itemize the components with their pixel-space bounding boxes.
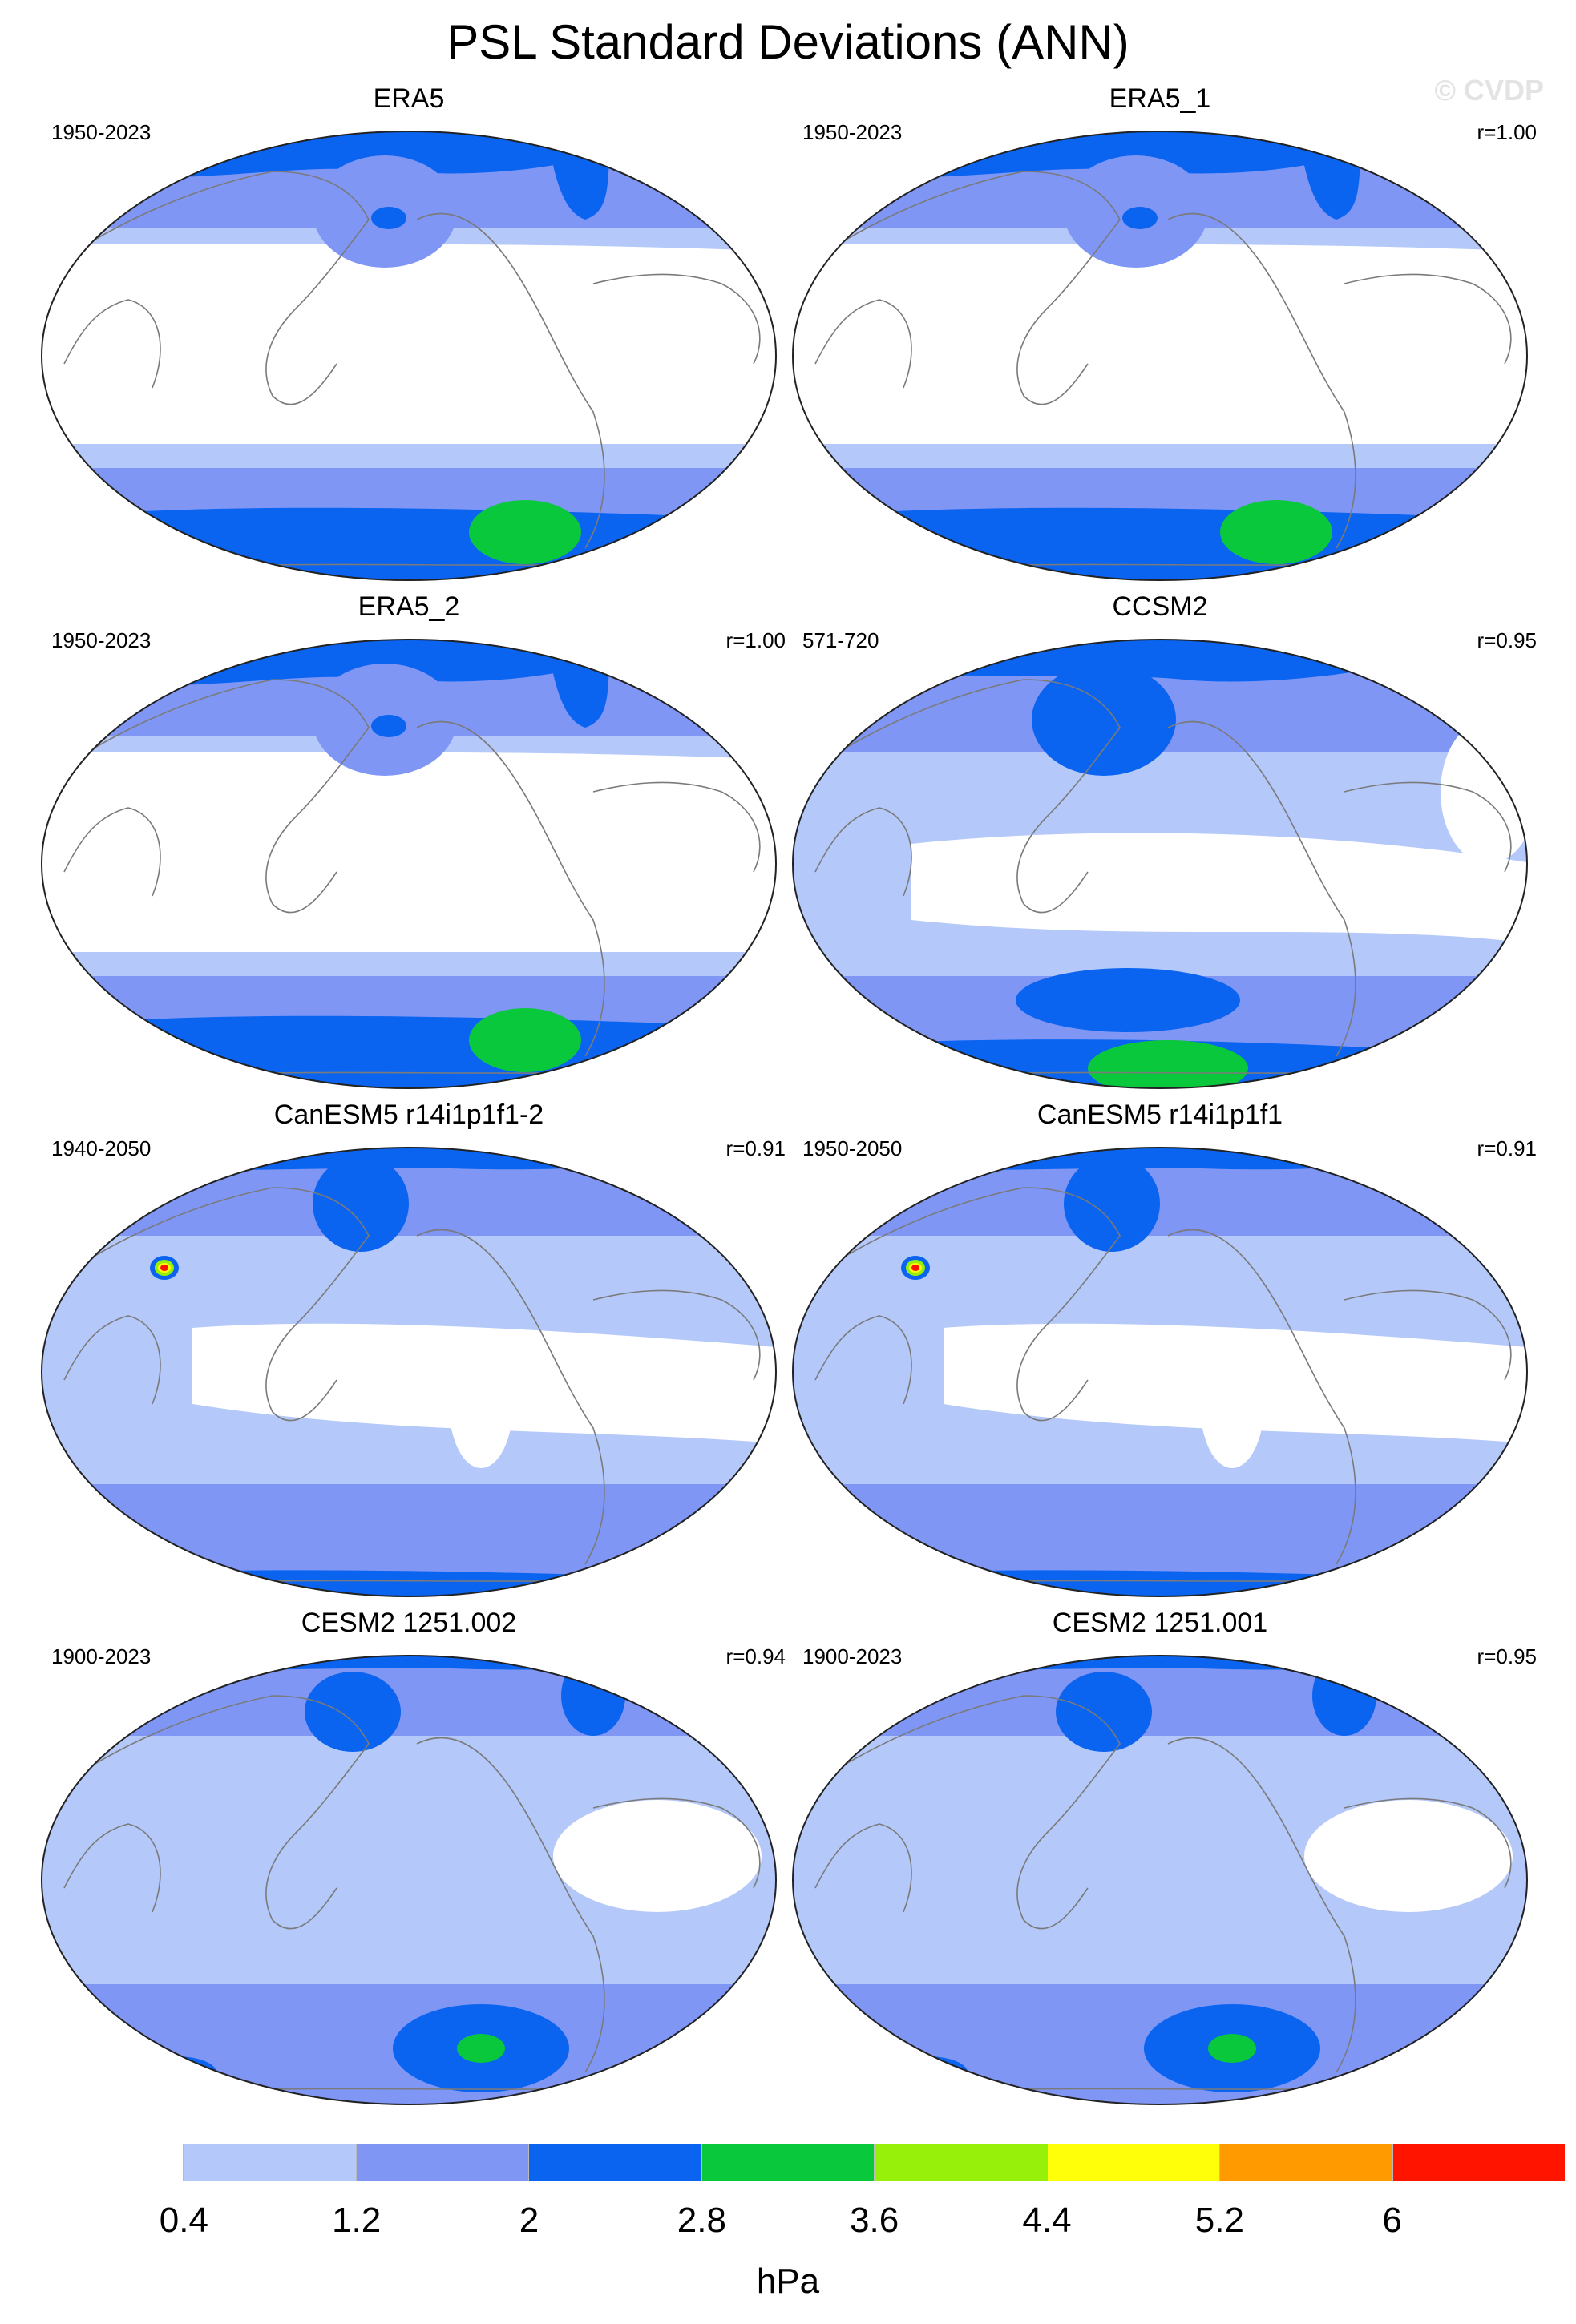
robinson-map bbox=[41, 1147, 777, 1597]
colorbar-tick-label: 5.2 bbox=[1194, 2201, 1244, 2240]
colorbar-box bbox=[1392, 2144, 1565, 2181]
panel-years: 1900-2023 bbox=[802, 1644, 903, 1668]
contour-fill bbox=[793, 1148, 1527, 1596]
panel-years: 1950-2023 bbox=[51, 120, 152, 144]
colorbar-box bbox=[701, 2144, 875, 2181]
panel-correlation: r=1.00 bbox=[725, 628, 786, 652]
panel-correlation: r=1.00 bbox=[1477, 120, 1537, 144]
map-panel: ERA5 1950-2023 bbox=[32, 83, 786, 588]
colorbar-units: hPa bbox=[756, 2261, 820, 2301]
robinson-map bbox=[792, 1655, 1528, 2105]
colorbar-tick-label: 6 bbox=[1382, 2201, 1402, 2240]
robinson-map bbox=[41, 639, 777, 1089]
map-panel: CanESM5 r14i1p1f1 1950-2050 r=0.91 bbox=[783, 1099, 1537, 1604]
panel-correlation: r=0.94 bbox=[725, 1644, 786, 1668]
watermark: © CVDP bbox=[1434, 74, 1544, 107]
panel-title: CCSM2 bbox=[1112, 591, 1208, 622]
contour-fill bbox=[42, 1148, 776, 1596]
colorbar-box bbox=[529, 2144, 702, 2181]
panel-years: 1950-2023 bbox=[802, 120, 903, 144]
colorbar-tick-label: 3.6 bbox=[850, 2201, 899, 2240]
figure-title: PSL Standard Deviations (ANN) bbox=[447, 15, 1129, 69]
panel-years: 1940-2050 bbox=[51, 1136, 152, 1160]
colorbar-tick-label: 4.4 bbox=[1022, 2201, 1072, 2240]
panel-title: ERA5_2 bbox=[358, 591, 460, 622]
panel-title: CESM2 1251.001 bbox=[1052, 1608, 1268, 1638]
map-panel: ERA5_1 1950-2023 r=1.00 bbox=[783, 83, 1537, 588]
panel-title: ERA5_1 bbox=[1109, 83, 1211, 114]
map-panel: CCSM2 571-720 r=0.95 bbox=[783, 591, 1537, 1096]
colorbar-box bbox=[875, 2144, 1048, 2181]
panel-correlation: r=0.95 bbox=[1477, 1644, 1537, 1668]
map-panel: CanESM5 r14i1p1f1-2 1940-2050 r=0.91 bbox=[32, 1099, 786, 1604]
colorbar-tick-label: 1.2 bbox=[332, 2201, 382, 2240]
contour-fill bbox=[793, 1656, 1527, 2104]
robinson-map bbox=[41, 131, 777, 581]
map-panel: CESM2 1251.002 1900-2023 r=0.94 bbox=[32, 1608, 786, 2112]
robinson-map bbox=[792, 131, 1528, 581]
colorbar-box bbox=[1220, 2144, 1393, 2181]
map-panel: ERA5_2 1950-2023 r=1.00 bbox=[32, 591, 786, 1096]
panel-correlation: r=0.91 bbox=[725, 1136, 786, 1160]
panel-title: ERA5 bbox=[373, 83, 445, 114]
panel-years: 571-720 bbox=[802, 628, 879, 652]
contour-fill bbox=[793, 640, 1527, 1088]
panel-years: 1950-2050 bbox=[802, 1136, 903, 1160]
colorbar-tick-label: 0.4 bbox=[159, 2201, 208, 2240]
panel-years: 1950-2023 bbox=[51, 628, 152, 652]
contour-fill bbox=[42, 131, 776, 580]
robinson-map bbox=[792, 639, 1528, 1089]
panel-title: CanESM5 r14i1p1f1-2 bbox=[273, 1099, 544, 1130]
colorbar-box bbox=[11, 2144, 184, 2181]
colorbar-box bbox=[356, 2144, 530, 2181]
panel-correlation: r=0.95 bbox=[1477, 628, 1537, 652]
robinson-map bbox=[41, 1655, 777, 2105]
colorbar-box bbox=[184, 2144, 357, 2181]
panel-correlation: r=0.91 bbox=[1477, 1136, 1537, 1160]
panel-title: CanESM5 r14i1p1f1 bbox=[1037, 1099, 1283, 1130]
panel-title: CESM2 1251.002 bbox=[301, 1608, 517, 1638]
panel-years: 1900-2023 bbox=[51, 1644, 152, 1668]
contour-fill bbox=[42, 1656, 776, 2104]
contour-fill bbox=[42, 640, 776, 1088]
robinson-map bbox=[792, 1147, 1528, 1597]
colorbar-box bbox=[1047, 2144, 1221, 2181]
colorbar bbox=[11, 2144, 1565, 2181]
colorbar-tick-label: 2.8 bbox=[677, 2201, 726, 2240]
colorbar-tick-label: 2 bbox=[519, 2201, 539, 2240]
map-panel: CESM2 1251.001 1900-2023 r=0.95 bbox=[783, 1608, 1537, 2112]
contour-fill bbox=[793, 131, 1527, 580]
